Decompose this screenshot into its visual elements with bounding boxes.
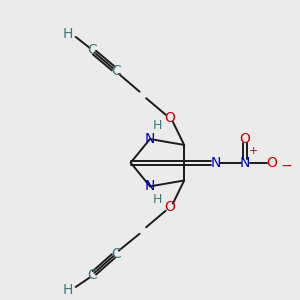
Text: N: N [210, 156, 220, 170]
Text: H: H [153, 193, 162, 206]
Text: C: C [111, 64, 121, 78]
Text: C: C [111, 247, 121, 261]
Text: O: O [240, 132, 250, 146]
Text: O: O [164, 200, 175, 214]
Text: N: N [145, 132, 155, 146]
Text: O: O [164, 111, 175, 125]
Text: N: N [145, 179, 155, 194]
Text: C: C [87, 43, 97, 57]
Text: O: O [266, 156, 277, 170]
Text: H: H [153, 119, 162, 132]
Text: C: C [87, 268, 97, 282]
Text: +: + [249, 146, 258, 157]
Text: H: H [62, 283, 73, 297]
Text: N: N [240, 156, 250, 170]
Text: H: H [62, 27, 73, 41]
Text: −: − [281, 159, 292, 173]
